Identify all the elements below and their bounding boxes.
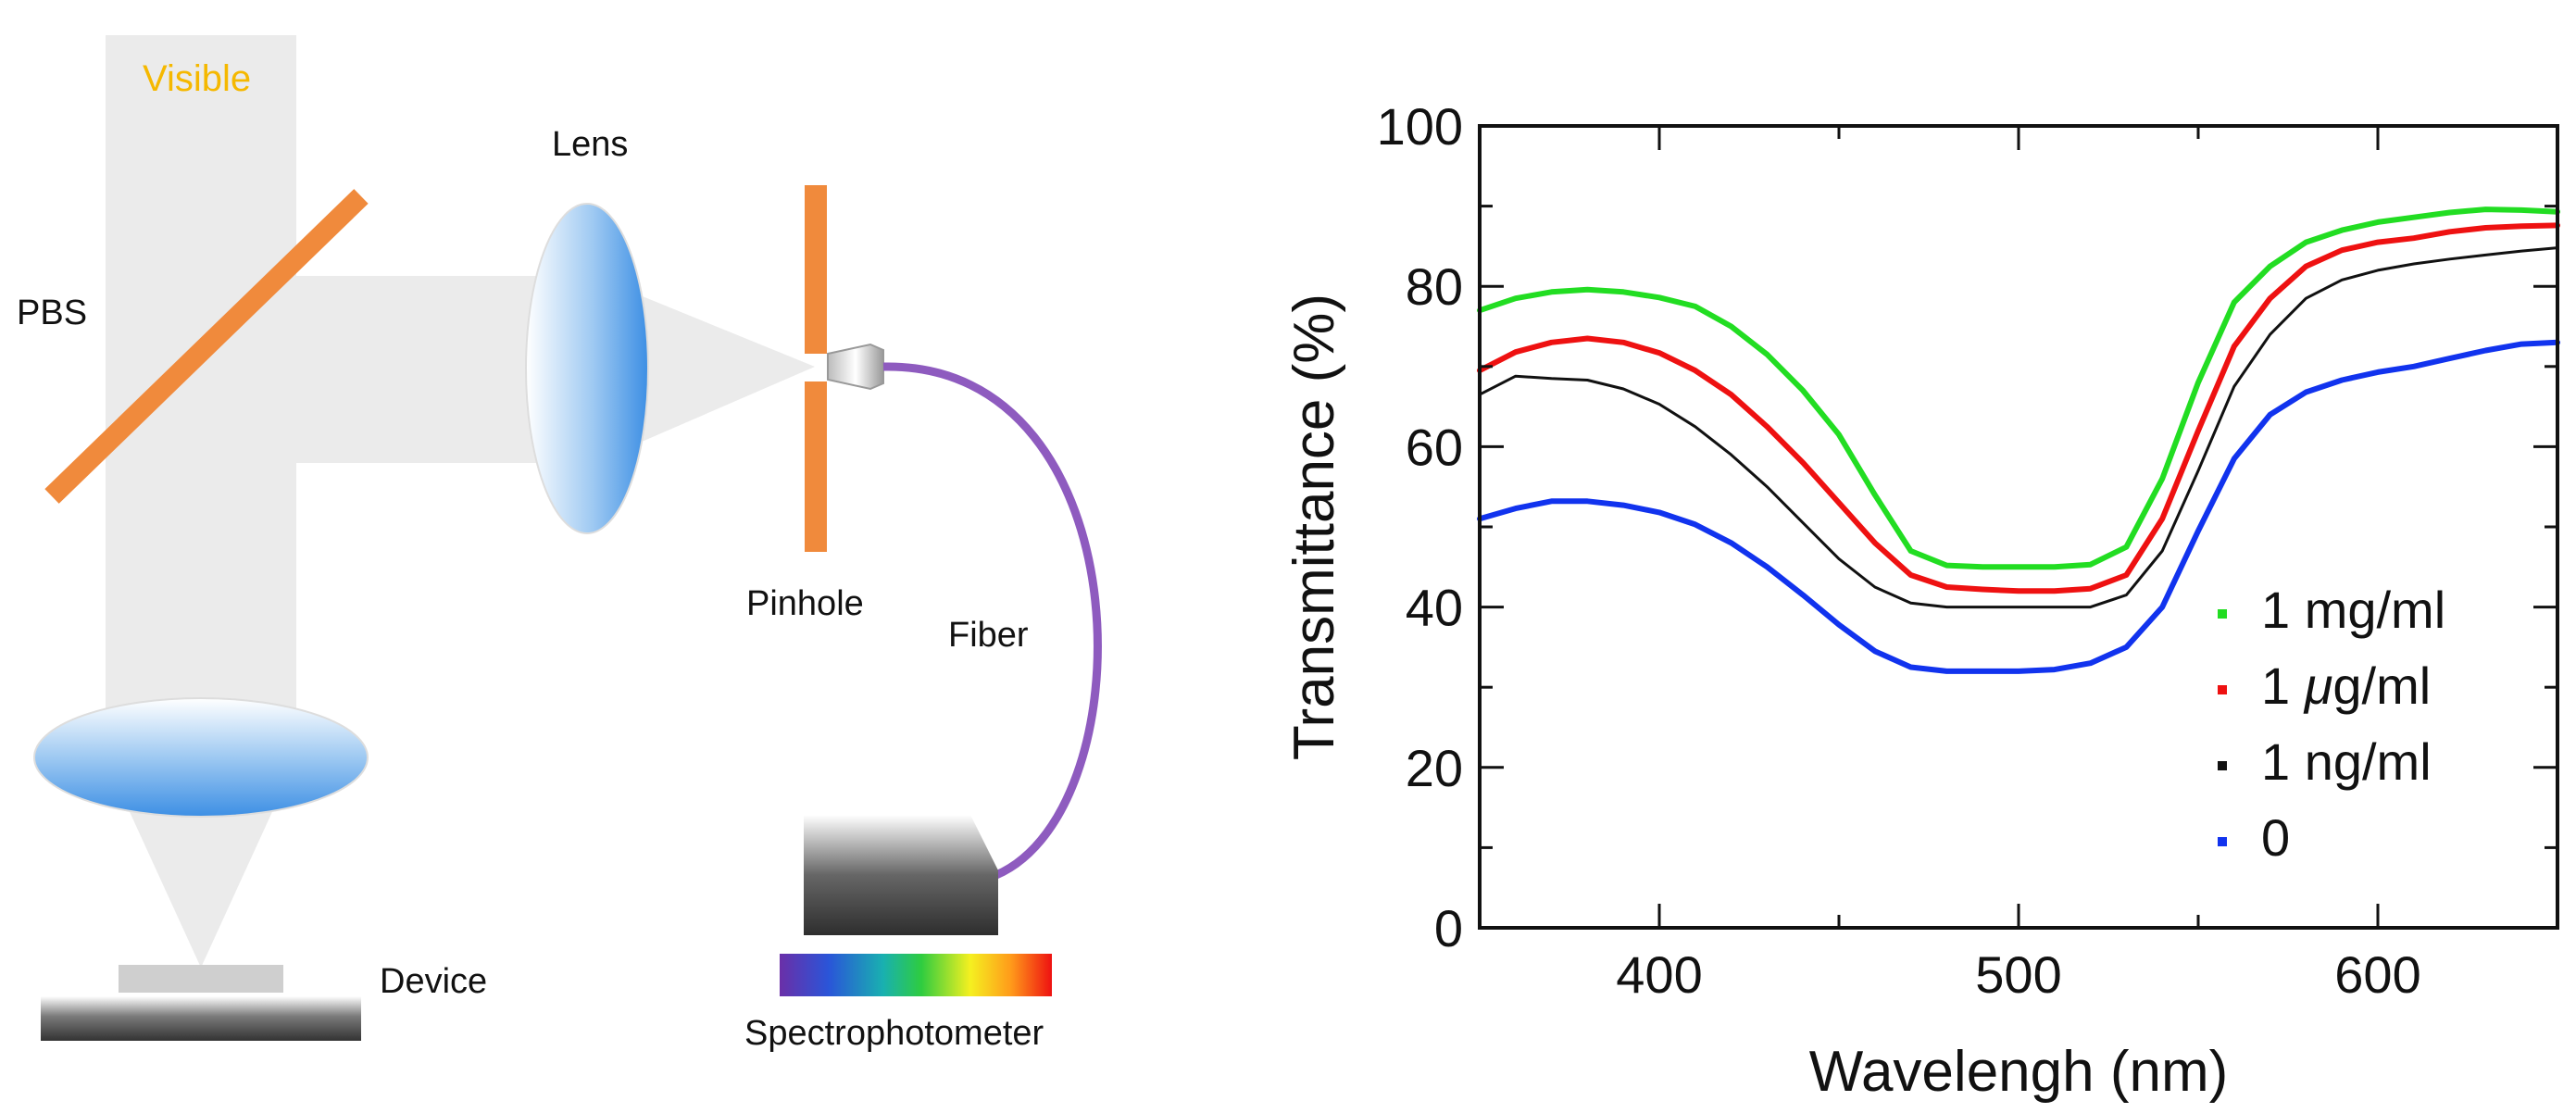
pbs-mirror [44, 189, 369, 504]
objective-lens [33, 697, 369, 818]
legend-marker-0 [2218, 609, 2227, 619]
y-tick-label: 20 [1406, 739, 1463, 797]
legend: 1 mg/ml 1 μg/ml 1 ng/ml 0 [2218, 581, 2445, 867]
optical-setup-diagram: Visible PBS Lens Pinhole Fiber Device Sp… [17, 35, 1102, 1053]
y-tick-label: 100 [1377, 97, 1463, 156]
visible-label: Visible [143, 58, 251, 99]
plot-frame [1478, 124, 2559, 930]
transmittance-chart: 400 500 600 0 20 40 60 80 100 1 mg/ml 1 μg/ml 1 ng… [1282, 97, 2560, 1104]
legend-marker-2 [2218, 761, 2227, 770]
pinhole-label: Pinhole [746, 584, 864, 623]
x-axis-title: Wavelengh (nm) [1809, 1040, 2229, 1104]
device-label: Device [380, 962, 487, 1001]
legend-marker-1 [2218, 685, 2227, 694]
fiber-label: Fiber [948, 616, 1029, 655]
axes-layer: 400 500 600 0 20 40 60 80 100 [1377, 97, 2559, 1004]
series-line-3 [1477, 339, 2560, 674]
spectrophotometer-box [804, 815, 998, 935]
x-tick-label: 600 [2334, 945, 2420, 1004]
series-line-0 [1477, 206, 2560, 570]
focusing-lens [525, 203, 649, 534]
series-line-2 [1478, 246, 2559, 609]
x-tick-label: 500 [1975, 945, 2061, 1004]
y-tick-label: 80 [1406, 257, 1463, 316]
pinhole-lower-plate [805, 381, 827, 552]
x-tick-label: 400 [1616, 945, 1702, 1004]
pbs-label: PBS [17, 294, 87, 332]
series-line-1 [1477, 222, 2560, 594]
spectrophotometer-label: Spectrophotometer [744, 1014, 1044, 1053]
legend-label-2: 1 ng/ml [2261, 732, 2432, 791]
lens-label: Lens [552, 125, 628, 164]
y-tick-label: 0 [1434, 899, 1463, 957]
pinhole-upper-plate [805, 185, 827, 354]
vertical-light-beam [106, 35, 296, 757]
legend-label-0: 1 mg/ml [2261, 581, 2445, 639]
focusing-cone [593, 276, 815, 463]
fiber-coupler [827, 343, 884, 391]
y-tick-label: 40 [1406, 579, 1463, 637]
y-axis-title: Transmittance (%) [1282, 294, 1346, 760]
legend-label-3: 0 [2261, 808, 2290, 867]
optical-fiber [882, 362, 1102, 882]
device-sample [119, 965, 283, 993]
series-layer [1477, 206, 2560, 674]
spectrum-bar [780, 954, 1052, 996]
legend-marker-3 [2218, 837, 2227, 846]
legend-label-1: 1 μg/ml [2261, 657, 2431, 715]
y-tick-label: 60 [1406, 418, 1463, 476]
device-stage [41, 996, 361, 1041]
